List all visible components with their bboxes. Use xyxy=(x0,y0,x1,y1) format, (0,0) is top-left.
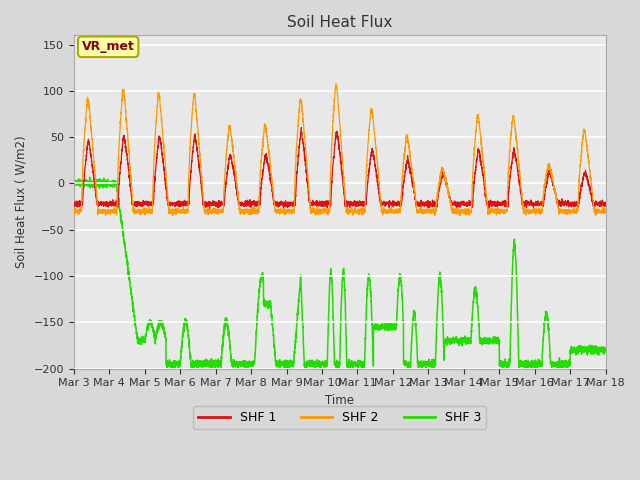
X-axis label: Time: Time xyxy=(325,394,354,407)
Y-axis label: Soil Heat Flux ( W/m2): Soil Heat Flux ( W/m2) xyxy=(15,136,28,268)
Legend: SHF 1, SHF 2, SHF 3: SHF 1, SHF 2, SHF 3 xyxy=(193,406,486,429)
Title: Soil Heat Flux: Soil Heat Flux xyxy=(287,15,392,30)
Text: VR_met: VR_met xyxy=(82,40,134,53)
